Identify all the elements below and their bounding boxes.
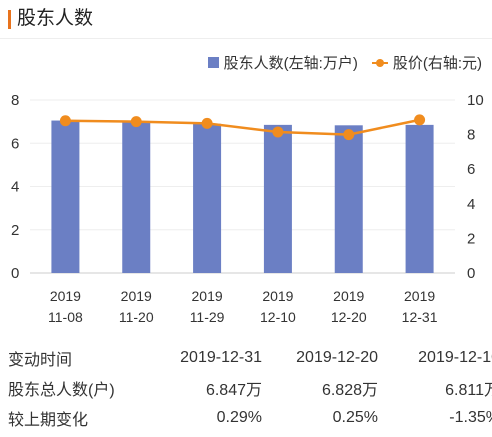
table-header-date: 2019-12-10	[418, 349, 492, 366]
x-tick-label-year: 2019	[404, 288, 435, 304]
legend-bar-swatch	[207, 57, 219, 68]
title-accent-bar	[8, 10, 11, 29]
y-right-tick-label: 6	[467, 161, 475, 178]
x-tick-label-date: 12-20	[331, 309, 367, 325]
x-tick-label-date: 11-08	[48, 309, 83, 325]
x-tick-label-year: 2019	[262, 288, 293, 304]
y-right-tick-label: 0	[467, 265, 475, 282]
price-point	[59, 115, 71, 127]
table-cell: 6.828万	[321, 382, 378, 399]
y-left-tick-label: 0	[11, 265, 19, 282]
bar	[122, 121, 151, 273]
x-tick-label-year: 2019	[333, 288, 364, 304]
x-tick-label-date: 11-29	[190, 309, 225, 325]
x-tick-label-date: 11-20	[119, 309, 154, 325]
bar	[193, 123, 222, 273]
table-cell: 6.811万	[445, 382, 492, 399]
x-tick-label-date: 12-10	[260, 309, 296, 325]
y-right-tick-label: 4	[467, 196, 475, 213]
bar	[51, 120, 80, 273]
legend-line-label: 股价(右轴:元)	[392, 55, 482, 72]
row-label-change: 较上期变化	[8, 412, 89, 429]
title-bar: 股东人数	[0, 0, 492, 39]
table-row: 股东总人数(户) 6.847万 6.828万 6.811万	[0, 373, 492, 403]
y-left-tick-label: 8	[11, 92, 19, 109]
chart-legend: 股东人数(左轴:万户) 股价(右轴:元)	[207, 52, 482, 73]
row-label-total-holders: 股东总人数(户)	[8, 382, 115, 399]
price-point	[414, 114, 426, 126]
table-header-row: 变动时间 2019-12-31 2019-12-20 2019-12-10	[0, 343, 492, 373]
price-line	[65, 118, 420, 136]
y-left-tick-label: 6	[11, 135, 19, 152]
price-point	[343, 129, 355, 141]
price-point	[272, 126, 284, 138]
x-tick-label-year: 2019	[192, 288, 223, 304]
y-left-tick-label: 2	[11, 222, 19, 239]
y-right-tick-label: 10	[467, 92, 484, 109]
table-cell: 6.847万	[205, 382, 262, 399]
combo-chart: 0 2 4 6 8 0 2 4 6 8 10 2019 11-08 2019 11-20 2019 11-29 2…	[11, 92, 484, 325]
y-right-tick-label: 2	[467, 230, 475, 247]
x-tick-label-year: 2019	[50, 288, 81, 304]
legend-item-price[interactable]: 股价(右轴:元)	[358, 52, 482, 73]
bar	[405, 124, 434, 274]
table-cell: 0.29%	[216, 409, 262, 426]
x-tick-label-year: 2019	[121, 288, 152, 304]
table-header-date: 2019-12-20	[296, 349, 378, 366]
price-point	[201, 117, 213, 129]
legend-line-swatch	[371, 57, 388, 68]
x-tick-label-date: 12-31	[402, 309, 438, 325]
table-header-date: 2019-12-31	[180, 349, 262, 366]
bar	[334, 125, 363, 273]
table-header-label: 变动时间	[8, 352, 73, 369]
legend-item-holders[interactable]: 股东人数(左轴:万户)	[207, 52, 358, 73]
y-right-tick-label: 8	[467, 127, 475, 144]
legend-bar-label: 股东人数(左轴:万户)	[223, 55, 358, 72]
page-title: 股东人数	[17, 8, 94, 29]
table-row: 较上期变化 0.29% 0.25% -1.35%	[0, 403, 492, 433]
y-left-tick-label: 4	[11, 179, 19, 196]
stats-table: 变动时间 2019-12-31 2019-12-20 2019-12-10 股东…	[0, 343, 492, 433]
price-point	[130, 116, 142, 128]
table-cell: 0.25%	[332, 409, 378, 426]
bar	[263, 124, 292, 274]
table-cell: -1.35%	[449, 409, 492, 426]
